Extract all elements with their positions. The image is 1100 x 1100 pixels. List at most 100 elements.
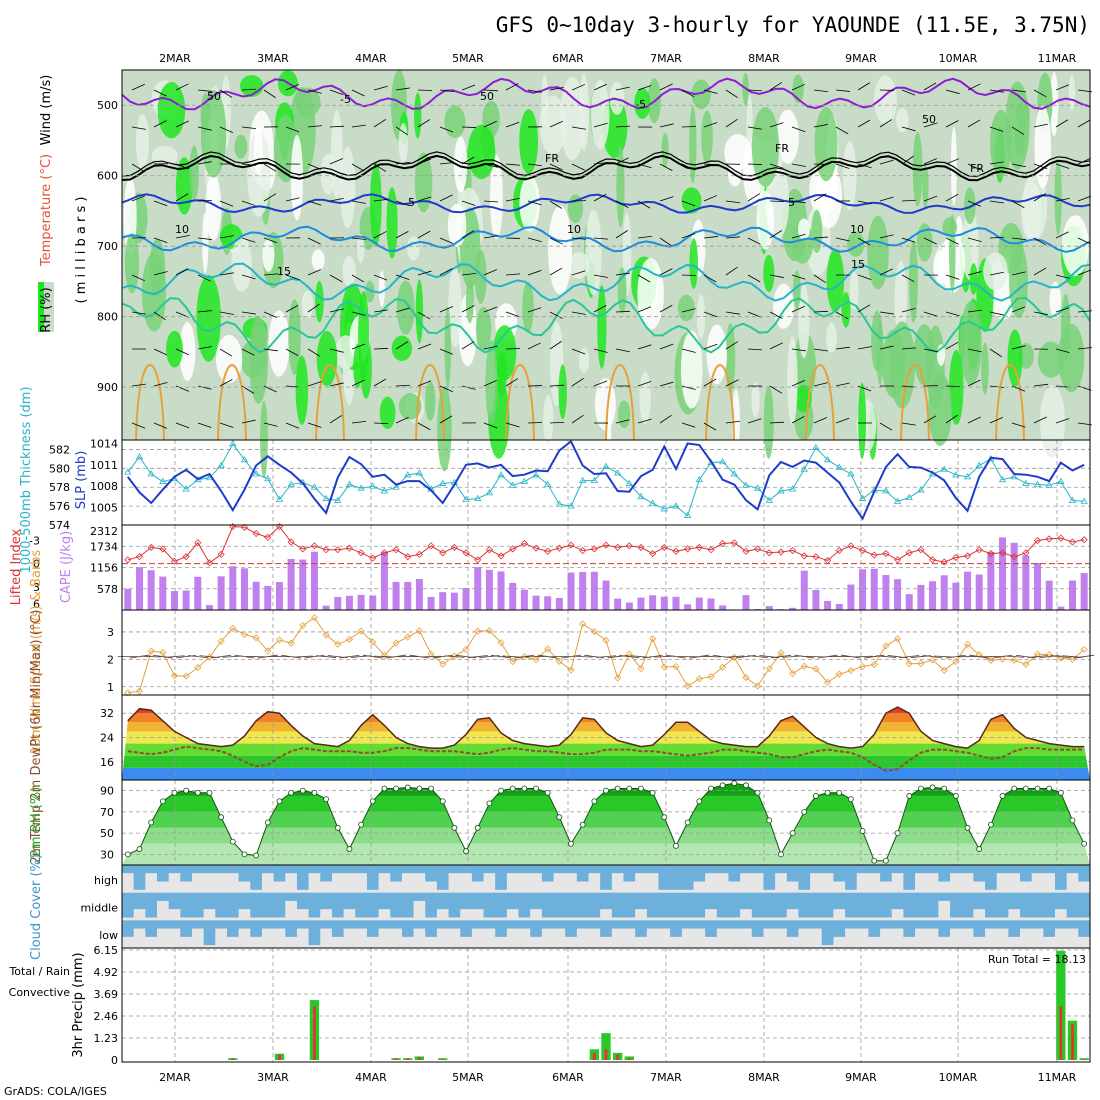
cloud-clear-cell (646, 873, 659, 893)
wind-barb (989, 311, 1004, 316)
cloud-clear-cell (926, 917, 939, 921)
lifted-index-point (894, 556, 902, 564)
lifted-index-point (147, 543, 155, 551)
cape-bar (847, 584, 855, 610)
date-tick-label: 6MAR (552, 1071, 584, 1084)
cloud-clear-cell (296, 928, 310, 948)
wind-barb (725, 236, 740, 239)
cloud-clear-cell (180, 936, 193, 948)
cloud-cell (168, 920, 181, 929)
wind-speed-point (905, 660, 913, 668)
cloud-cell (856, 892, 869, 918)
cloud-clear-cell (530, 936, 543, 948)
wind-barb (351, 343, 366, 350)
grads-footer: GrADS: COLA/IGES (4, 1085, 107, 1098)
thickness-point (940, 465, 948, 472)
cloud-cell (751, 892, 764, 918)
cloud-cell (261, 865, 275, 874)
wind-barb (307, 200, 322, 206)
wind-barb (527, 307, 542, 313)
lifted-index-point (765, 549, 773, 557)
cape-bar (124, 588, 132, 610)
dewpoint-line (127, 745, 1085, 772)
wind-barb (263, 385, 277, 393)
wind-barb (351, 379, 365, 387)
cloud-clear-cell (938, 936, 951, 948)
cloud-clear-cell (448, 873, 461, 893)
wind-speed-point (695, 675, 703, 683)
wind-barb (659, 304, 673, 313)
cloud-cell (786, 892, 799, 910)
thickness-point (742, 481, 750, 488)
cape-bar (567, 572, 575, 610)
rh-point (614, 785, 621, 792)
cloud-clear-cell (436, 909, 449, 921)
rh-contour-region (847, 231, 865, 257)
cloud-cell (728, 892, 741, 918)
cloud-cell (401, 892, 414, 918)
contour-label: 10 (567, 223, 581, 236)
wind-barb (967, 163, 981, 171)
cloud-cell (366, 865, 379, 890)
cloud-cell (845, 865, 858, 890)
wind-barb (879, 234, 894, 239)
rh-contour-region (157, 82, 186, 139)
cloud-cell (530, 865, 543, 874)
wind-barb (197, 199, 213, 202)
wind-speed-point (800, 662, 808, 670)
wind-barb (219, 200, 234, 207)
wind-barb (549, 311, 563, 319)
lifted-index-point (684, 545, 692, 553)
cloud-clear-cell (996, 917, 1009, 921)
cloud-clear-cell (331, 917, 344, 921)
wind-barb (461, 305, 475, 313)
cloud-clear-cell (355, 917, 368, 921)
cloud-clear-cell (845, 917, 858, 921)
cloud-clear-cell (1055, 889, 1068, 893)
contour-label: 5 (788, 196, 795, 209)
cloud-cell (226, 920, 240, 937)
run-total-label: Run Total = 18.13 (988, 953, 1086, 966)
cape-bar (1080, 573, 1088, 610)
rh-contour-region (597, 285, 607, 369)
wind-barb (241, 348, 255, 356)
cape-bar (987, 552, 995, 610)
rh-point (638, 785, 644, 792)
rh-point (626, 785, 633, 792)
rh-contour-region (124, 233, 140, 294)
wind-barb (791, 83, 805, 91)
isotherm-arc (217, 364, 247, 441)
cloud-clear-cell (226, 936, 240, 948)
cloud-clear-cell (868, 873, 881, 893)
cloud-clear-cell (635, 873, 648, 893)
cape-bar (415, 578, 423, 610)
cloud-clear-cell (950, 873, 963, 893)
wind-barb (439, 162, 454, 165)
cloud-clear-cell (308, 917, 321, 921)
cloud-clear-cell (635, 936, 648, 948)
wind-barb (659, 163, 673, 171)
wind-barb (417, 89, 433, 91)
thickness-axis-label: 1000-500mb Thickness (dm) (19, 386, 34, 573)
wind-barb (681, 385, 696, 390)
rh-contour-region (639, 371, 651, 424)
thickness-point (625, 479, 634, 486)
wind-barb (835, 163, 850, 169)
thickness-point (590, 476, 599, 484)
wind-barb (417, 311, 431, 320)
wind-barb (724, 655, 745, 658)
isotherm-arc (505, 364, 535, 441)
wind-barb (989, 416, 1003, 424)
wind-barb (813, 193, 827, 202)
cloud-cell (658, 920, 671, 929)
wind-barb (593, 348, 608, 353)
precip-tick-label: 4.92 (94, 966, 119, 979)
cloud-clear-cell (903, 917, 916, 921)
rh-contour-region (1014, 121, 1027, 156)
cloud-clear-cell (1066, 928, 1079, 948)
wind-barb (571, 270, 586, 276)
thickness-point (380, 487, 389, 494)
wind-barb (593, 122, 608, 128)
